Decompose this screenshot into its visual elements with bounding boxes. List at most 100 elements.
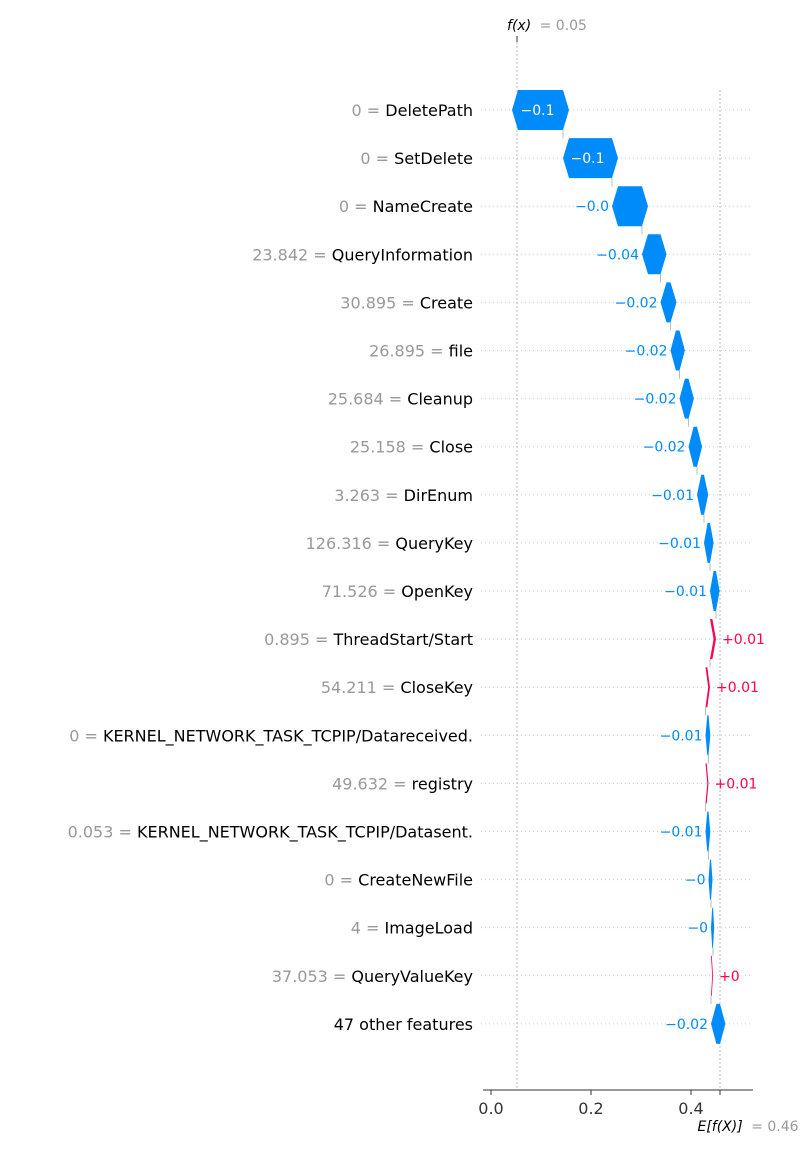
base-value-label: E[f(X)] = 0.46 xyxy=(697,1119,798,1135)
feature-label: 0.053 = KERNEL_NETWORK_TASK_TCPIP/Datase… xyxy=(68,823,473,843)
feature-label: 49.632 = registry xyxy=(332,774,473,793)
feature-value: 0.895 xyxy=(264,630,310,649)
equals-sign: = xyxy=(310,630,334,649)
contribution-label: −0.1 xyxy=(571,151,605,167)
contribution-label: −0 xyxy=(687,921,708,937)
feature-label: 23.842 = QueryInformation xyxy=(252,245,473,264)
fx-symbol: f(x) xyxy=(507,18,531,34)
contribution-label: −0.01 xyxy=(660,728,703,744)
negative-contribution-bar xyxy=(679,378,694,419)
feature-label: 26.895 = file xyxy=(369,342,473,361)
equals-sign: = xyxy=(425,342,449,361)
feature-name: NameCreate xyxy=(373,197,473,216)
feature-value: 26.895 xyxy=(369,342,425,361)
negative-contribution-bar xyxy=(688,426,703,467)
feature-value: 25.684 xyxy=(328,390,384,409)
negative-contribution-bar xyxy=(612,186,648,227)
feature-value: 37.053 xyxy=(272,967,328,986)
feature-name: registry xyxy=(412,774,473,793)
equals-sign: = xyxy=(372,534,396,553)
feature-value: 25.158 xyxy=(350,438,406,457)
feature-value: 23.842 xyxy=(252,245,308,264)
bars: −0.1 −0.1 −0.0 −0.04 −0.02 −0.02 −0.02 −0.02 −0.… xyxy=(512,90,765,1044)
contribution-label: −0.1 xyxy=(521,103,555,119)
feature-label: 0 = KERNEL_NETWORK_TASK_TCPIP/Datareceiv… xyxy=(69,726,473,746)
feature-name: CreateNewFile xyxy=(358,871,473,890)
negative-contribution-bar xyxy=(708,859,713,900)
feature-name: SetDelete xyxy=(394,149,473,168)
feature-label: 0 = DeletePath xyxy=(352,101,473,120)
feature-label: 4 = ImageLoad xyxy=(351,919,473,938)
feature-value: 126.316 xyxy=(306,534,372,553)
contribution-label: −0.04 xyxy=(596,247,639,263)
feature-name: QueryKey xyxy=(395,534,473,553)
feature-value: 3.263 xyxy=(334,486,380,505)
feature-label: 47 other features xyxy=(334,1015,473,1034)
feature-value: 71.526 xyxy=(322,582,378,601)
fx-value-text: = 0.05 xyxy=(540,18,587,34)
feature-name: CloseKey xyxy=(400,678,473,697)
positive-contribution-bar xyxy=(705,667,710,708)
contribution-label: +0.01 xyxy=(716,680,759,696)
feature-name: file xyxy=(449,342,473,361)
efx-symbol: E[f(X)] xyxy=(697,1119,742,1135)
efx-value-text: = 0.46 xyxy=(751,1119,798,1135)
feature-label: 3.263 = DirEnum xyxy=(334,486,473,505)
equals-sign: = xyxy=(362,101,386,120)
feature-label: 30.895 = Create xyxy=(340,293,473,312)
negative-contribution-bar xyxy=(563,138,618,179)
equals-sign: = xyxy=(377,678,401,697)
x-tick-label: 0.4 xyxy=(678,1099,703,1118)
negative-contribution-bar xyxy=(710,571,720,611)
equals-sign: = xyxy=(361,919,385,938)
equals-sign: = xyxy=(328,967,352,986)
contribution-label: +0.01 xyxy=(715,776,758,792)
contribution-label: +0 xyxy=(719,969,740,985)
feature-name: ImageLoad xyxy=(385,919,474,938)
contribution-label: −0.0 xyxy=(575,199,609,215)
feature-label: 0 = CreateNewFile xyxy=(324,871,473,890)
contribution-label: −0.02 xyxy=(625,344,668,360)
negative-contribution-bar xyxy=(704,522,714,563)
feature-value: 0 xyxy=(339,197,349,216)
feature-name: ThreadStart/Start xyxy=(332,630,473,649)
feature-name: Cleanup xyxy=(407,390,473,409)
negative-contribution-bar xyxy=(711,1003,726,1044)
feature-label: 25.158 = Close xyxy=(350,438,473,457)
feature-label: 0.895 = ThreadStart/Start xyxy=(264,630,473,649)
feature-label: 126.316 = QueryKey xyxy=(306,534,473,553)
equals-sign: = xyxy=(406,438,430,457)
x-tick-label: 0.0 xyxy=(478,1099,503,1118)
negative-contribution-bar xyxy=(670,330,685,371)
positive-contribution-bar xyxy=(710,619,716,660)
feature-label: 0 = SetDelete xyxy=(360,149,473,168)
feature-value: 0.053 xyxy=(68,823,114,842)
equals-sign: = xyxy=(396,293,420,312)
feature-label: 54.211 = CloseKey xyxy=(321,678,473,697)
equals-sign: = xyxy=(378,582,402,601)
feature-name: DeletePath xyxy=(385,101,473,120)
contribution-label: −0.01 xyxy=(651,488,694,504)
feature-value: 54.211 xyxy=(321,678,377,697)
negative-contribution-bar xyxy=(512,90,569,130)
contribution-label: +0.01 xyxy=(722,632,765,648)
equals-sign: = xyxy=(349,197,373,216)
contribution-label: −0.02 xyxy=(643,440,686,456)
feature-value: 30.895 xyxy=(340,293,396,312)
feature-labels: 0 = DeletePath 0 = SetDelete 0 = NameCreat… xyxy=(68,101,473,1034)
feature-name: Close xyxy=(429,438,473,457)
negative-contribution-bar xyxy=(711,907,715,948)
feature-name: DirEnum xyxy=(404,486,473,505)
feature-value: 49.632 xyxy=(332,774,388,793)
feature-value: 4 xyxy=(351,919,361,938)
feature-name: KERNEL_NETWORK_TASK_TCPIP/Datasent. xyxy=(137,823,473,843)
equals-sign: = xyxy=(308,245,332,264)
negative-contribution-bar xyxy=(705,811,711,852)
feature-label: 0 = NameCreate xyxy=(339,197,473,216)
positive-contribution-bar xyxy=(705,763,709,804)
feature-name: QueryValueKey xyxy=(351,967,473,986)
feature-label: 71.526 = OpenKey xyxy=(322,582,473,601)
feature-name: KERNEL_NETWORK_TASK_TCPIP/Datareceived. xyxy=(103,726,473,746)
positive-contribution-bar xyxy=(711,955,713,996)
